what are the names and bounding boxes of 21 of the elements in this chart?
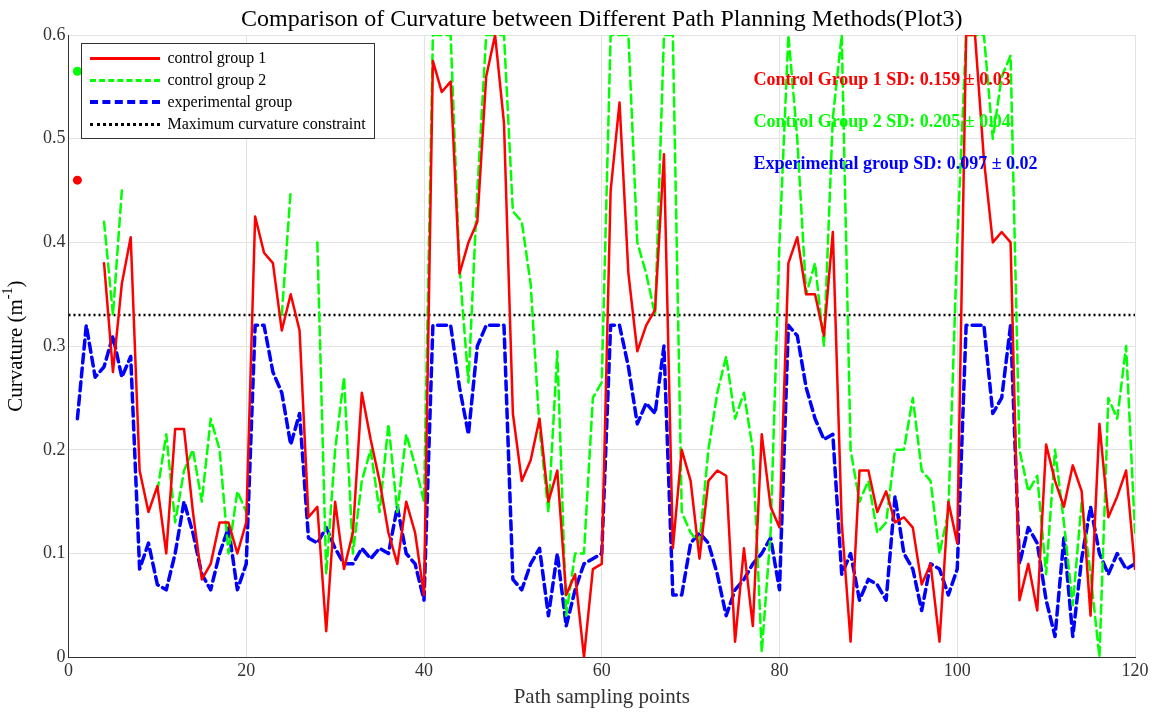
y-tick-label: 0.1 [43, 542, 66, 563]
y-axis-title: Curvature (m-1) [0, 280, 28, 412]
legend-label: experimental group [167, 92, 293, 113]
x-tick-label: 60 [592, 659, 611, 680]
line-series [75, 323, 1135, 639]
y-tick-label: 0.2 [43, 438, 66, 459]
y-tick-label: 0.3 [43, 334, 66, 355]
x-tick-label: 40 [415, 659, 433, 680]
y-tick-label: 0.4 [43, 231, 66, 252]
legend-label: control group 1 [167, 48, 267, 69]
y-tick-label: 0 [56, 645, 66, 666]
x-tick-label: 100 [943, 659, 971, 680]
x-tick-label: 80 [770, 659, 789, 680]
legend-label: Maximum curvature constraint [167, 114, 366, 134]
x-tick-label: 20 [237, 659, 256, 680]
x-tick-label: 120 [1121, 659, 1149, 680]
x-axis-title: Path sampling points [513, 683, 690, 708]
y-tick-label: 0.6 [43, 23, 66, 44]
y-tick-label: 0.5 [43, 127, 66, 148]
legend-label: control group 2 [167, 70, 267, 91]
chart-title: Comparison of Curvature between Different Path Planning Methods(Plot3) [241, 5, 963, 32]
